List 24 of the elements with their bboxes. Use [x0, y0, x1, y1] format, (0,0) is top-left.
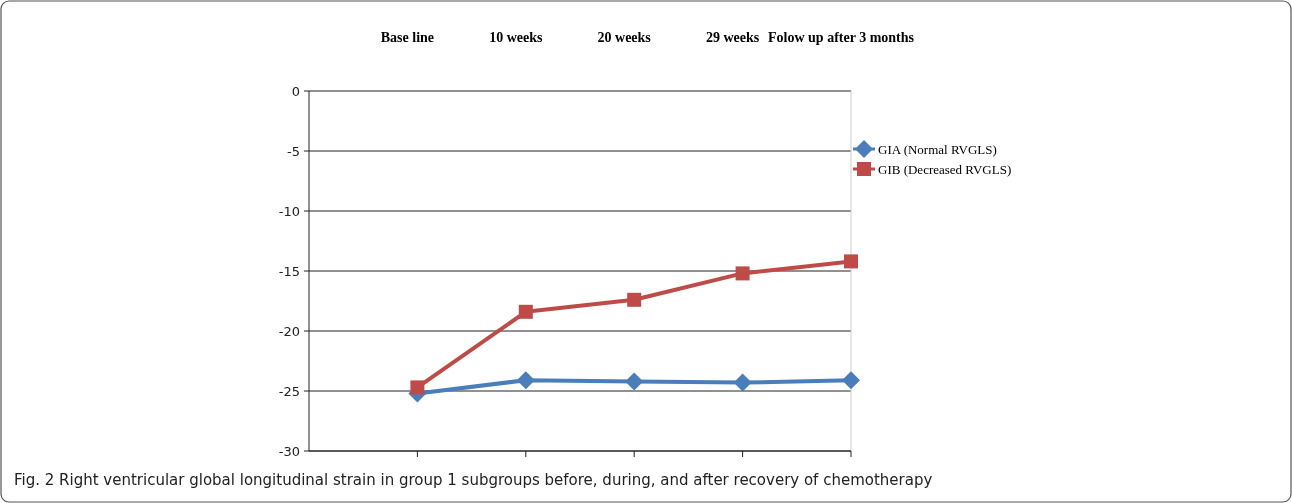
y-tick-label: -10 [278, 204, 300, 219]
point [735, 266, 750, 281]
point [842, 371, 860, 390]
x-tick-label: Folow up after 3 months [768, 30, 915, 45]
point [516, 371, 535, 390]
x-tick-label: Base line [380, 30, 435, 45]
y-tick-label: -15 [278, 264, 300, 279]
x-tick-label: 10 weeks [489, 30, 543, 45]
y-tick-label: -25 [278, 384, 300, 399]
point [410, 380, 425, 395]
point [625, 372, 644, 391]
y-tick-label: -30 [278, 444, 300, 459]
point [518, 304, 533, 319]
x-tick-label: 20 weeks [597, 30, 652, 45]
legend-label: GIA (Normal RVGLS) [878, 142, 997, 157]
point [844, 254, 858, 269]
y-tick-label: 0 [291, 84, 300, 99]
y-tick-label: -5 [287, 144, 300, 159]
caption: Fig. 2 Right ventricular global longitudinal strain in group 1 subgroups before, during, and after recovery of chemotherapy [14, 471, 933, 489]
legend-label: GIB (Decreased RVGLS) [878, 162, 1012, 177]
point [733, 373, 752, 392]
point [627, 292, 642, 307]
y-tick-label: -20 [278, 324, 300, 339]
x-tick-label: 29 weeks [705, 30, 760, 45]
